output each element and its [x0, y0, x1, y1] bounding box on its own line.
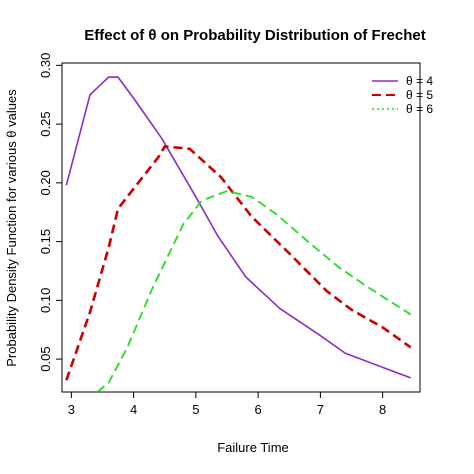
- y-tick-label: 0.10: [38, 288, 53, 313]
- legend: θ = 4θ = 5θ = 6: [372, 74, 433, 116]
- y-tick-label: 0.25: [38, 111, 53, 136]
- y-tick-label: 0.30: [38, 53, 53, 78]
- x-tick-label: 6: [255, 402, 262, 417]
- chart-title: Effect of θ on Probability Distribution …: [84, 27, 425, 44]
- y-tick-label: 0.05: [38, 346, 53, 371]
- x-axis: 3 4 5 6 7 8: [68, 392, 386, 417]
- legend-label: θ = 4: [406, 74, 433, 88]
- y-axis-label: Probability Density Function for various…: [4, 89, 19, 367]
- y-tick-label: 0.20: [38, 170, 53, 195]
- legend-label: θ = 5: [406, 88, 433, 102]
- x-tick-label: 7: [317, 402, 324, 417]
- legend-label: θ = 6: [406, 102, 433, 116]
- x-tick-label: 8: [379, 402, 386, 417]
- x-axis-label: Failure Time: [217, 440, 289, 455]
- series-line-theta-6: [96, 190, 412, 392]
- y-axis: 0.05 0.10 0.15 0.20 0.25 0.30: [38, 53, 62, 372]
- x-tick-label: 5: [192, 402, 199, 417]
- y-tick-label: 0.15: [38, 229, 53, 254]
- x-tick-label: 4: [130, 402, 137, 417]
- x-tick-label: 3: [68, 402, 75, 417]
- series-layer: [65, 76, 412, 392]
- plot-frame: [61, 62, 421, 393]
- series-line-theta-5: [65, 145, 412, 381]
- series-line-theta-4: [65, 76, 411, 379]
